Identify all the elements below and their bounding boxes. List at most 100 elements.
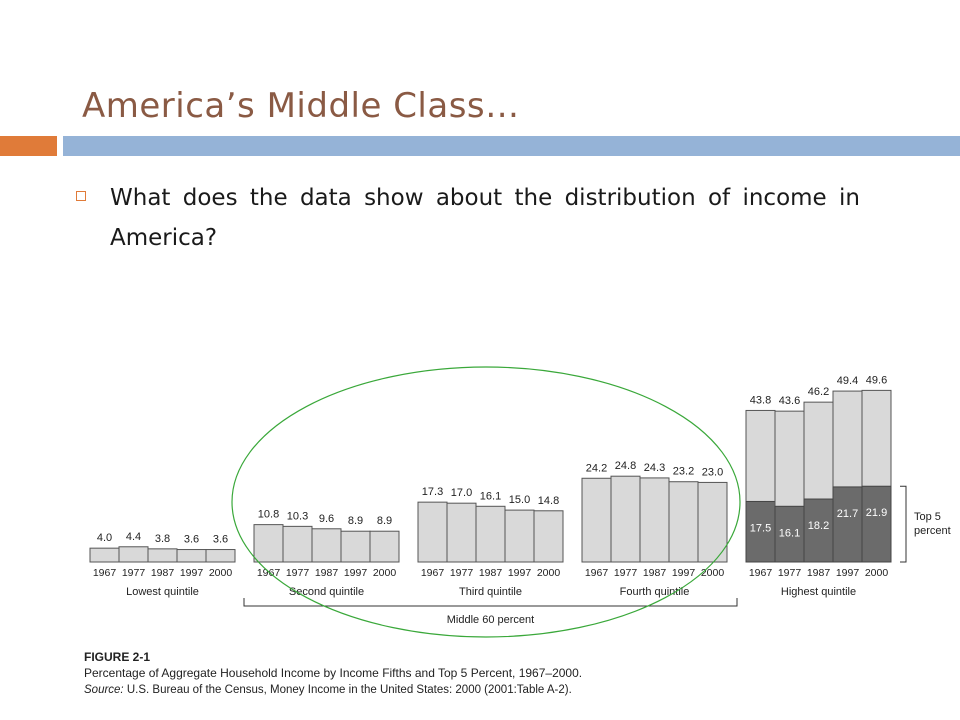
- year-tick-label: 1997: [508, 567, 532, 579]
- top5-value-label: 16.1: [779, 527, 800, 539]
- bar-0-1: [118, 546, 149, 563]
- bar-value-label: 14.8: [538, 495, 559, 507]
- bar-value-label: 4.4: [126, 531, 141, 543]
- bar-value-label: 3.6: [213, 534, 228, 546]
- bar-2-3: [504, 509, 535, 563]
- bar-2-4: [533, 510, 564, 563]
- bar-0-0: [89, 547, 120, 563]
- bullet-text: What does the data show about the distri…: [110, 185, 860, 251]
- year-tick-label: 2000: [865, 567, 889, 579]
- bar-value-label: 9.6: [319, 513, 334, 525]
- bullet-square-icon: [76, 191, 86, 201]
- figure-label: FIGURE 2-1: [84, 650, 151, 664]
- year-tick-label: 1997: [836, 567, 860, 579]
- year-tick-label: 1977: [778, 567, 802, 579]
- bar-value-label: 3.6: [184, 534, 199, 546]
- title-rule-bar: [63, 136, 960, 156]
- figure-caption: Percentage of Aggregate Household Income…: [84, 666, 583, 680]
- bar-3-0: [581, 477, 612, 563]
- bar-value-label: 3.8: [155, 533, 170, 545]
- bar-value-label: 8.9: [377, 515, 392, 527]
- bar-1-1: [282, 525, 313, 563]
- highlight-ellipse: [231, 366, 741, 638]
- middle-60-bracket: [243, 598, 738, 607]
- bar-value-label: 49.6: [866, 374, 887, 386]
- bar-value-label: 17.0: [451, 487, 472, 499]
- year-tick-label: 1987: [151, 567, 175, 579]
- year-tick-label: 1977: [122, 567, 146, 579]
- top5-label: Top 5: [914, 511, 941, 523]
- year-tick-label: 1977: [286, 567, 310, 579]
- year-tick-label: 1997: [672, 567, 696, 579]
- group-label: Highest quintile: [781, 586, 856, 598]
- top5-value-label: 17.5: [750, 522, 771, 534]
- year-tick-label: 1987: [807, 567, 831, 579]
- top5-bracket: [900, 485, 907, 563]
- bar-value-label: 23.2: [673, 466, 694, 478]
- bar-value-label: 46.2: [808, 386, 829, 398]
- bar-value-label: 10.3: [287, 510, 308, 522]
- bar-1-3: [340, 530, 371, 563]
- year-tick-label: 1967: [93, 567, 117, 579]
- bar-value-label: 4.0: [97, 532, 112, 544]
- title-accent-bar: [0, 136, 57, 156]
- bar-value-label: 17.3: [422, 486, 443, 498]
- top5-bar-1: [774, 505, 805, 563]
- year-tick-label: 1997: [180, 567, 204, 579]
- bar-1-2: [311, 528, 342, 563]
- year-tick-label: 2000: [701, 567, 725, 579]
- bar-value-label: 16.1: [480, 490, 501, 502]
- bar-2-1: [446, 502, 477, 563]
- top5-label: percent: [914, 525, 951, 537]
- bar-value-label: 24.8: [615, 460, 636, 472]
- top5-bar-3: [832, 486, 863, 563]
- group-label: Lowest quintile: [126, 586, 199, 598]
- bar-value-label: 24.2: [586, 462, 607, 474]
- bar-3-1: [610, 475, 641, 563]
- year-tick-label: 1967: [585, 567, 609, 579]
- middle-60-label: Middle 60 percent: [447, 614, 534, 626]
- group-label: Fourth quintile: [620, 586, 690, 598]
- top5-value-label: 18.2: [808, 520, 829, 532]
- bar-0-3: [176, 549, 207, 563]
- bar-0-4: [205, 549, 236, 563]
- bar-value-label: 10.8: [258, 509, 279, 521]
- figure-source: Source: U.S. Bureau of the Census, Money…: [84, 684, 572, 696]
- bar-value-label: 23.0: [702, 466, 723, 478]
- bar-2-2: [475, 505, 506, 563]
- bar-value-label: 49.4: [837, 375, 858, 387]
- top5-bar-0: [745, 500, 776, 563]
- year-tick-label: 1977: [614, 567, 638, 579]
- slide-title: America’s Middle Class…: [82, 86, 520, 126]
- income-distribution-chart: 4.0 1967 4.4 1977 3.8 1987 3.6 1997 3.6 2000 Lowes…: [89, 366, 951, 638]
- bar-2-0: [417, 501, 448, 563]
- bar-1-4: [369, 530, 400, 563]
- year-tick-label: 1967: [421, 567, 445, 579]
- source-prefix: Source:: [84, 684, 124, 696]
- year-tick-label: 1987: [479, 567, 503, 579]
- year-tick-label: 1977: [450, 567, 474, 579]
- year-tick-label: 1987: [643, 567, 667, 579]
- source-text: U.S. Bureau of the Census, Money Income …: [126, 684, 572, 696]
- bar-3-4: [697, 481, 728, 563]
- top5-bar-4: [861, 485, 892, 563]
- bar-value-label: 8.9: [348, 515, 363, 527]
- year-tick-label: 2000: [209, 567, 233, 579]
- year-tick-label: 1967: [257, 567, 281, 579]
- top5-bar-2: [803, 498, 834, 563]
- group-label: Second quintile: [289, 586, 364, 598]
- top5-value-label: 21.7: [837, 508, 858, 520]
- year-tick-label: 1997: [344, 567, 368, 579]
- bar-value-label: 15.0: [509, 494, 530, 506]
- bar-0-2: [147, 548, 178, 563]
- bar-value-label: 24.3: [644, 462, 665, 474]
- bar-3-2: [639, 477, 670, 563]
- year-tick-label: 2000: [373, 567, 397, 579]
- year-tick-label: 1987: [315, 567, 339, 579]
- bar-3-3: [668, 481, 699, 563]
- bar-1-0: [253, 524, 284, 563]
- top5-value-label: 21.9: [866, 507, 887, 519]
- year-tick-label: 2000: [537, 567, 561, 579]
- bar-value-label: 43.6: [779, 395, 800, 407]
- group-label: Third quintile: [459, 586, 522, 598]
